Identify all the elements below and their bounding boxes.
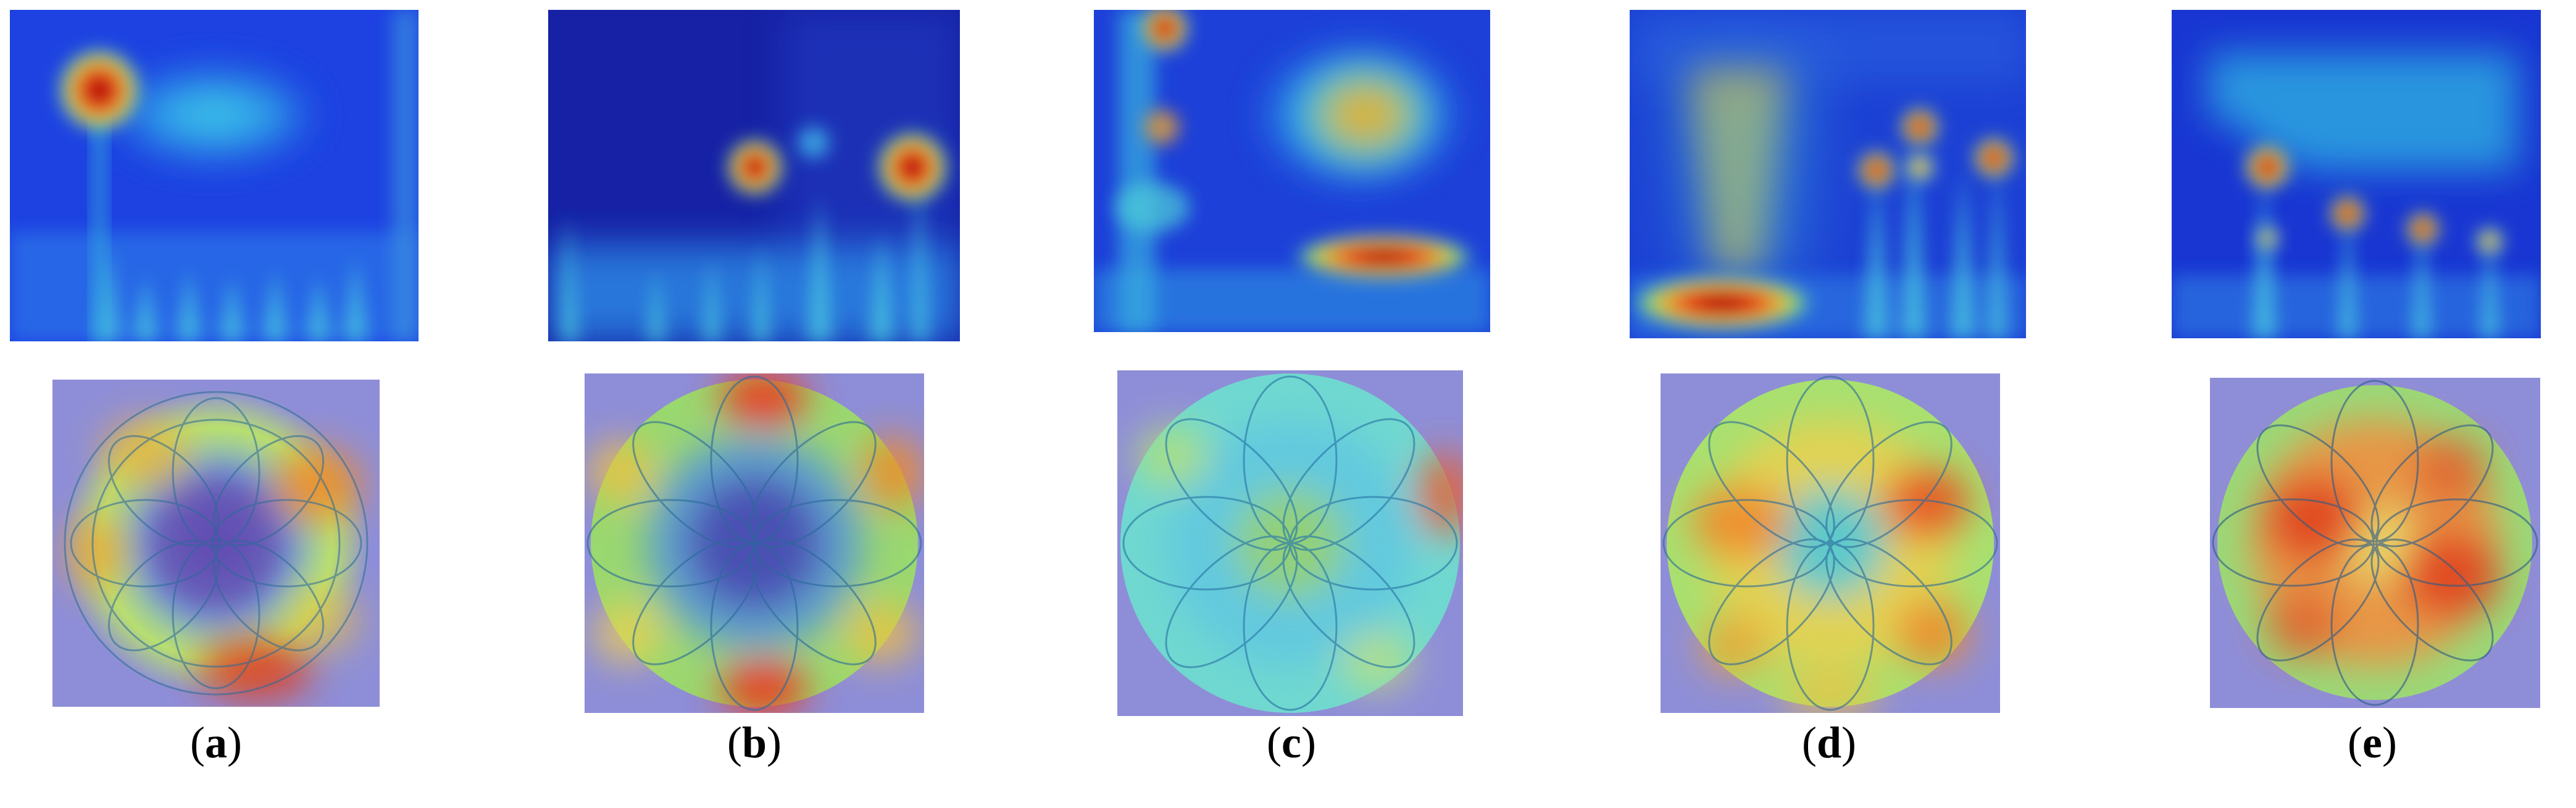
heatmap-e-bottom <box>2210 378 2540 708</box>
heatmap-d-top <box>1630 10 2026 338</box>
heatmap-e-top <box>2172 10 2541 338</box>
panel-label-e: (e) <box>2348 718 2397 767</box>
heatmap-a-bottom <box>52 380 380 707</box>
heatmap-a-top <box>10 10 419 341</box>
heatmap-d-bottom <box>1661 373 2000 713</box>
panel-label-c: (c) <box>1267 718 1316 767</box>
heatmap-b-top <box>548 10 960 341</box>
heatmap-c-bottom <box>1117 370 1463 716</box>
panel-label-d: (d) <box>1801 718 1856 767</box>
heatmap-b-bottom <box>585 373 924 713</box>
panel-label-b: (b) <box>727 718 782 767</box>
panel-label-a: (a) <box>190 718 242 767</box>
heatmap-c-top <box>1094 10 1490 332</box>
